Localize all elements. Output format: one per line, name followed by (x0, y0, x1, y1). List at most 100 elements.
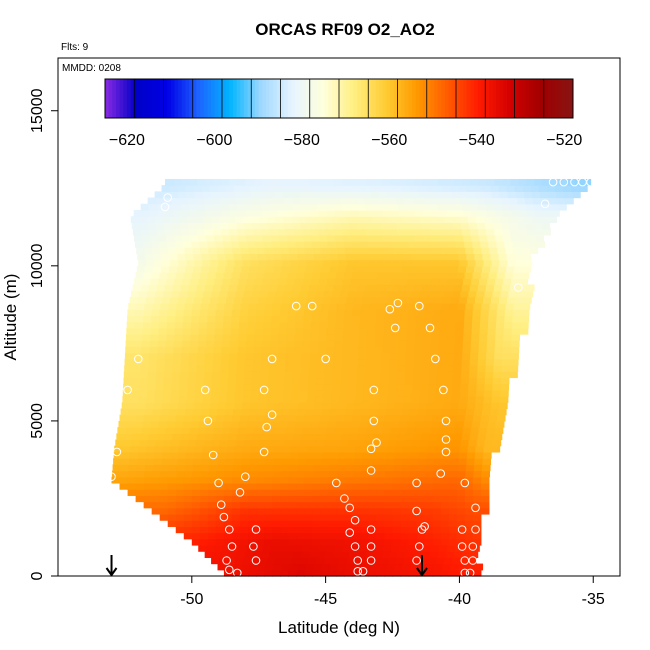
heatmap-cell (162, 445, 171, 453)
heatmap-cell (472, 501, 482, 509)
heatmap-cell (398, 234, 408, 242)
colorbar: −620 −600 −580 −560 −540 −520 (104, 78, 582, 149)
heatmap-cell (419, 557, 429, 565)
heatmap-cell (250, 445, 260, 453)
heatmap-cell (175, 526, 185, 534)
heatmap-cell (309, 346, 319, 354)
heatmap-cell (217, 563, 227, 571)
heatmap-cell (227, 197, 237, 205)
heatmap-cell (478, 346, 488, 354)
colorbar-swatch (496, 79, 501, 118)
heatmap-cell (233, 464, 242, 472)
heatmap-cell (408, 569, 418, 577)
colorbar-swatch (536, 79, 541, 118)
heatmap-cell (416, 489, 426, 496)
heatmap-cell (129, 458, 138, 465)
heatmap-cell (448, 569, 458, 577)
heatmap-cell (460, 383, 469, 391)
heatmap-cell (127, 482, 137, 490)
heatmap-cell (242, 402, 251, 410)
heatmap-cell (231, 315, 241, 323)
heatmap-cell (383, 315, 393, 323)
heatmap-cell (280, 501, 289, 509)
heatmap-cell (368, 520, 378, 527)
heatmap-cell (151, 495, 161, 503)
heatmap-cell (222, 327, 232, 335)
heatmap-cell (526, 178, 535, 186)
heatmap-cell (249, 464, 258, 472)
heatmap-cell (279, 315, 289, 323)
heatmap-cell (461, 284, 471, 292)
heatmap-cell (476, 389, 485, 397)
heatmap-cell (372, 197, 382, 205)
heatmap-cell (239, 489, 249, 496)
heatmap-cell (287, 315, 297, 323)
heatmap-cell (199, 501, 209, 509)
heatmap-cell (184, 247, 193, 255)
heatmap-cell (352, 526, 362, 534)
heatmap-cell (481, 303, 491, 310)
heatmap-cell (328, 532, 337, 540)
heatmap-cell (166, 278, 175, 286)
heatmap-cell (129, 296, 139, 304)
heatmap-cell (263, 420, 272, 428)
heatmap-cell (185, 185, 195, 192)
heatmap-cell (532, 216, 541, 223)
heatmap-cell (388, 439, 397, 447)
heatmap-cell (300, 222, 310, 230)
heatmap-cell (406, 334, 416, 341)
heatmap-cell (131, 439, 140, 447)
heatmap-cell (437, 203, 447, 211)
heatmap-cell (159, 272, 169, 279)
heatmap-cell (195, 377, 205, 385)
heatmap-cell (344, 489, 353, 496)
heatmap-cell (492, 216, 501, 223)
flight-point (163, 193, 172, 202)
heatmap-cell (259, 383, 269, 391)
heatmap-cell (252, 433, 262, 441)
down-arrow-icon (105, 555, 118, 577)
heatmap-cell (226, 259, 236, 267)
heatmap-cell (241, 408, 250, 416)
heatmap-cell (424, 241, 433, 248)
heatmap-cell (511, 209, 520, 217)
heatmap-cell (473, 303, 483, 310)
heatmap-cell (339, 259, 348, 267)
heatmap-cell (252, 197, 261, 205)
heatmap-cell (341, 358, 350, 366)
heatmap-cell (440, 513, 450, 521)
heatmap-cell (217, 265, 226, 273)
flight-point (233, 568, 242, 578)
heatmap-cell (286, 278, 296, 286)
heatmap-cell (371, 191, 381, 199)
flight-point (372, 438, 381, 447)
heatmap-cell (217, 253, 227, 261)
heatmap-cell (481, 470, 490, 478)
heatmap-cell (268, 365, 278, 372)
heatmap-cell (183, 520, 193, 527)
heatmap-cell (371, 216, 381, 223)
heatmap-cell (372, 439, 381, 447)
heatmap-cell (331, 557, 341, 565)
heatmap-cell (152, 470, 161, 478)
heatmap-cell (164, 358, 174, 366)
heatmap-cell (257, 408, 266, 416)
heatmap-cell (439, 278, 448, 286)
heatmap-cell (390, 209, 400, 217)
heatmap-cell (137, 402, 147, 410)
heatmap-cell (477, 365, 487, 372)
flight-point (353, 556, 363, 565)
heatmap-cell (437, 433, 447, 441)
heatmap-cell (218, 296, 227, 304)
heatmap-cell (341, 284, 350, 292)
heatmap-cell (193, 458, 203, 465)
heatmap-cell (328, 507, 337, 515)
heatmap-cell (370, 451, 380, 459)
heatmap-cell (254, 234, 264, 242)
heatmap-cell (429, 352, 439, 360)
heatmap-cell (285, 228, 295, 236)
heatmap-cell (324, 365, 334, 372)
heatmap-cell (458, 458, 467, 465)
colorbar-swatch (159, 79, 164, 118)
heatmap-cell (173, 340, 183, 348)
